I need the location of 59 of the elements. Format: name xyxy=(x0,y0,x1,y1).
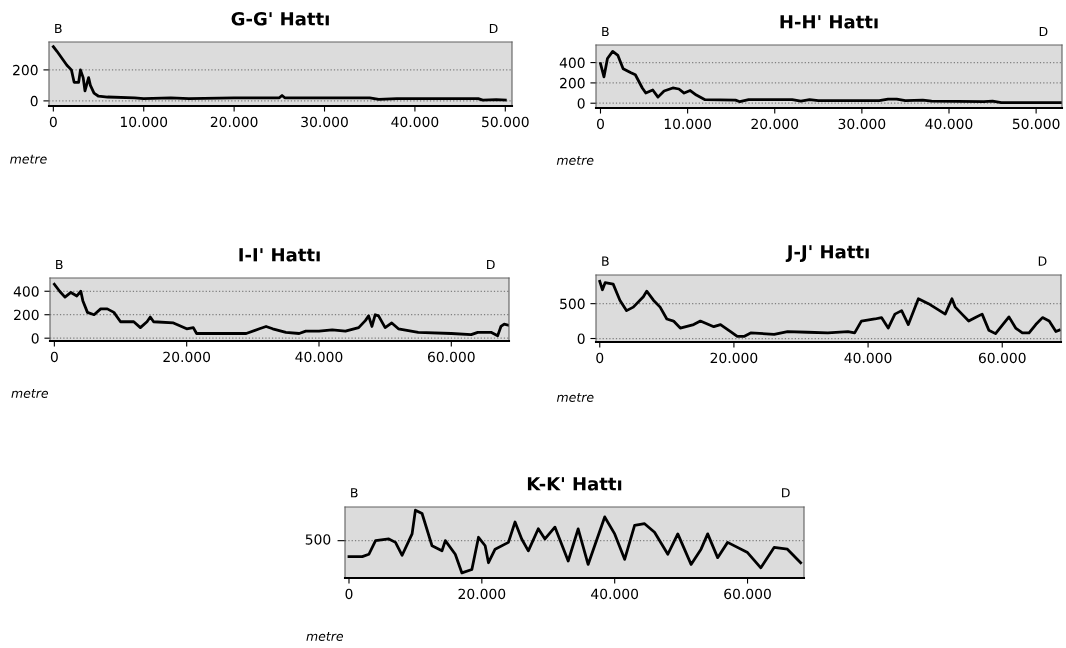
y-tick-label: 400 xyxy=(13,286,39,297)
line-series xyxy=(51,45,507,102)
line-series xyxy=(598,279,1061,338)
x-tick-label: 20.000 xyxy=(751,118,799,130)
text: D xyxy=(782,488,790,498)
y-tick-label: 0 xyxy=(31,333,39,344)
text: B xyxy=(56,259,63,270)
chart-title: J-J' Hattı xyxy=(785,245,869,262)
y-tick-label: 200 xyxy=(560,77,585,89)
x-axis-title: metre xyxy=(10,154,47,164)
text: 500 xyxy=(305,534,331,545)
x-tick-label: 20.000 xyxy=(458,588,506,600)
x-tick-label: 20.000 xyxy=(163,351,211,363)
x-tick-label: 50.000 xyxy=(1012,118,1060,130)
chart-title: K-K' Hattı xyxy=(527,477,622,491)
y-tick-label: 200 xyxy=(14,309,39,321)
x-tick-label: 0 xyxy=(596,352,604,364)
x-axis-title: metre xyxy=(11,388,49,398)
x-axis-title: metre xyxy=(306,631,344,641)
x-tick-label: 30.000 xyxy=(301,116,348,128)
x-tick-label: 50.000 xyxy=(482,116,529,128)
x-tick-label: 20.000 xyxy=(710,352,758,364)
y-tick-label: 200 xyxy=(13,64,38,76)
text: D xyxy=(1039,26,1048,37)
x-tick-label: 10.000 xyxy=(664,118,711,130)
text: D xyxy=(489,23,498,33)
text: B xyxy=(602,256,609,266)
x-tick-label: 20.000 xyxy=(210,116,258,128)
x-tick-label: 60.000 xyxy=(724,588,771,600)
x-tick-label: 10.000 xyxy=(120,116,168,128)
x-tick-label: 0 xyxy=(50,351,58,363)
x-tick-label: 40.000 xyxy=(844,352,892,364)
x-tick-label: 40.000 xyxy=(925,118,973,130)
text: B xyxy=(55,23,62,33)
chart-title: H-H' Hattı xyxy=(780,15,878,29)
text: D xyxy=(1038,256,1047,266)
text: D xyxy=(487,259,495,270)
x-tick-label: 40.000 xyxy=(295,351,343,363)
line-series xyxy=(599,50,1062,105)
text: B xyxy=(351,488,358,498)
x-tick-label: 60.000 xyxy=(978,352,1026,364)
x-tick-label: 30.000 xyxy=(838,118,886,130)
x-tick-label: 0 xyxy=(49,116,57,128)
x-tick-label: 40.000 xyxy=(591,588,639,600)
y-tick-label: 0 xyxy=(30,95,38,107)
chart-title: G-G' Hattı xyxy=(231,11,329,26)
x-tick-label: 0 xyxy=(345,588,353,600)
x-axis-title: metre xyxy=(556,392,594,402)
y-tick-label: 0 xyxy=(577,98,585,109)
y-tick-label: 400 xyxy=(559,57,585,69)
x-tick-label: 60.000 xyxy=(427,351,475,363)
line-series xyxy=(52,282,509,338)
x-axis-title: metre xyxy=(556,155,594,165)
text: B xyxy=(602,26,609,37)
chart-title: I-I' Hattı xyxy=(239,248,320,262)
x-tick-label: 40.000 xyxy=(391,116,439,128)
y-tick-label: 0 xyxy=(577,333,585,344)
y-tick-label: 500 xyxy=(560,298,585,310)
x-tick-label: 0 xyxy=(596,118,604,130)
